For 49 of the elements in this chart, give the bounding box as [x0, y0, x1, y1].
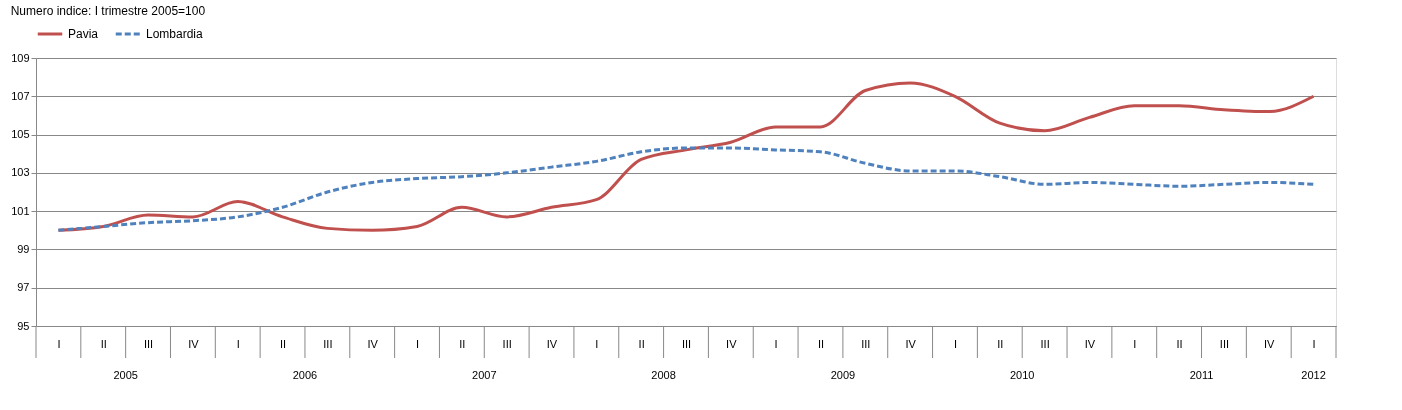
x-tick-label: II: [1176, 337, 1183, 350]
legend-label: Lombardia: [146, 27, 204, 41]
x-tick-label: IV: [367, 337, 379, 350]
x-tick-label: III: [323, 337, 333, 350]
x-tick-label: II: [638, 337, 645, 350]
legend-label: Pavia: [68, 27, 99, 41]
x-tick-label: I: [1133, 337, 1137, 350]
x-tick-label: IV: [726, 337, 738, 350]
x-tick-label: III: [1219, 337, 1230, 350]
x-tick-label: I: [595, 337, 599, 350]
x-tick-label: II: [997, 337, 1004, 350]
y-tick-label: 109: [11, 51, 30, 64]
x-tick-label: I: [953, 337, 957, 350]
x-tick-label: IV: [1264, 337, 1276, 350]
x-tick-label: III: [681, 337, 692, 350]
x-tick-label: II: [279, 337, 287, 350]
text: 2008: [651, 369, 676, 381]
y-tick-label: 107: [11, 89, 30, 102]
line-series: [56, 146, 1316, 232]
x-tick-label: IV: [188, 337, 200, 350]
text: 2012: [1301, 369, 1326, 381]
text: 2006: [292, 369, 318, 381]
text: 2007: [472, 369, 497, 381]
x-tick-label: IV: [905, 337, 917, 350]
x-tick-label: II: [817, 337, 825, 350]
x-tick-label: I: [1312, 337, 1316, 350]
text: 2010: [1009, 369, 1035, 381]
x-tick-label: III: [143, 337, 154, 350]
x-tick-label: I: [774, 337, 778, 350]
chart-subtitle: Numero indice: I trimestre 2005=100: [10, 4, 206, 18]
x-tick-label: I: [57, 337, 61, 350]
text: 2011: [1189, 369, 1214, 381]
x-tick-label: III: [861, 337, 871, 350]
y-tick-label: 103: [11, 166, 30, 179]
y-tick-label: 99: [17, 242, 30, 255]
x-tick-label: I: [236, 337, 240, 350]
x-tick-label: II: [459, 337, 466, 350]
x-tick-label: III: [1040, 337, 1050, 350]
y-tick-label: 101: [11, 204, 30, 217]
y-tick-label: 95: [17, 319, 30, 332]
x-tick-label: IV: [546, 337, 558, 350]
x-tick-label: I: [416, 337, 420, 350]
x-tick-label: II: [100, 337, 107, 350]
y-tick-label: 97: [17, 281, 30, 294]
y-tick-label: 105: [11, 128, 30, 141]
text: 2005: [113, 369, 138, 381]
x-tick-label: III: [502, 337, 512, 350]
text: 2009: [830, 369, 856, 381]
x-tick-label: IV: [1084, 337, 1096, 350]
